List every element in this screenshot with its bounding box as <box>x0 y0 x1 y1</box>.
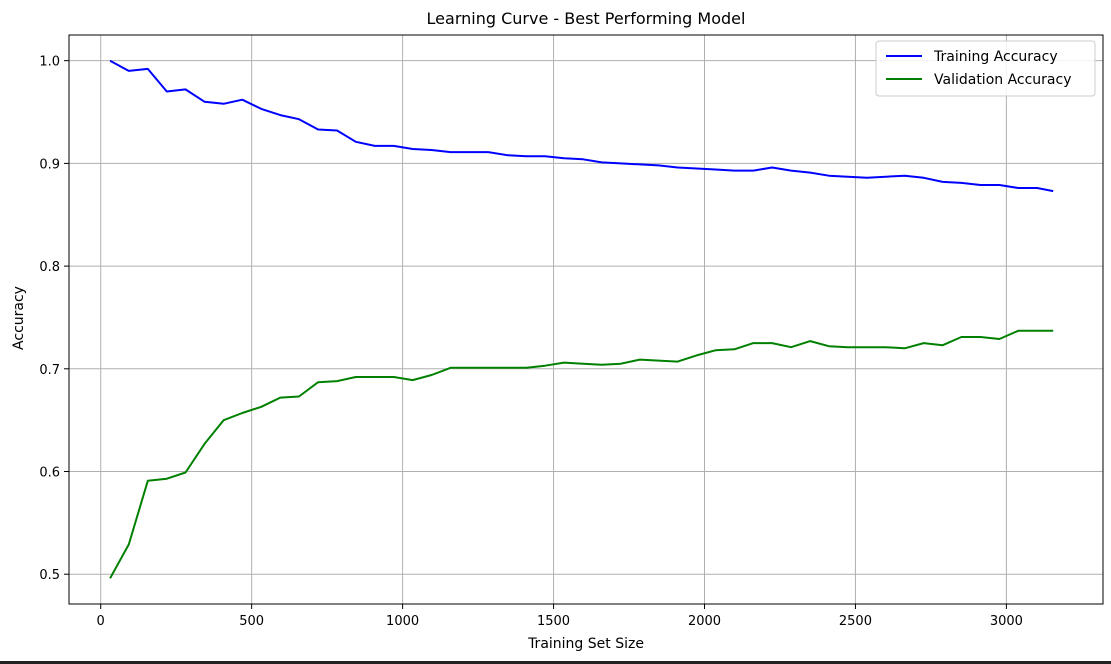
series-line-training-accuracy <box>109 59 1054 193</box>
y-tick-label: 0.9 <box>39 157 60 172</box>
legend-label: Training Accuracy <box>933 49 1058 65</box>
y-tick-label: 1.0 <box>39 55 60 70</box>
y-tick-label: 0.7 <box>39 363 60 378</box>
x-tick-label: 2000 <box>688 614 721 629</box>
x-tick-label: 3000 <box>990 614 1023 629</box>
legend-label: Validation Accuracy <box>934 72 1072 88</box>
y-tick-label: 0.6 <box>39 466 60 481</box>
y-axis-label: Accuracy <box>11 286 27 350</box>
x-tick-label: 500 <box>239 614 264 629</box>
chart-title: Learning Curve - Best Performing Model <box>427 9 746 28</box>
axes-frame <box>68 34 1104 605</box>
x-tick-label: 1500 <box>537 614 570 629</box>
x-tick-label: 1000 <box>386 614 419 629</box>
x-tick-label: 2500 <box>839 614 872 629</box>
plot-area: 0 500 1000 1500 2000 2500 3000 0.5 0.6 0.7 0.8 0.9 1… <box>39 34 1104 629</box>
series-line-validation-accuracy <box>109 329 1054 579</box>
y-tick-label: 0.5 <box>39 568 60 583</box>
y-tick-label: 0.8 <box>39 260 60 275</box>
x-tick-label: 0 <box>97 614 105 629</box>
legend-box <box>875 40 1096 97</box>
x-axis-label: Training Set Size <box>527 636 644 652</box>
window-bottom-border <box>0 661 1111 664</box>
